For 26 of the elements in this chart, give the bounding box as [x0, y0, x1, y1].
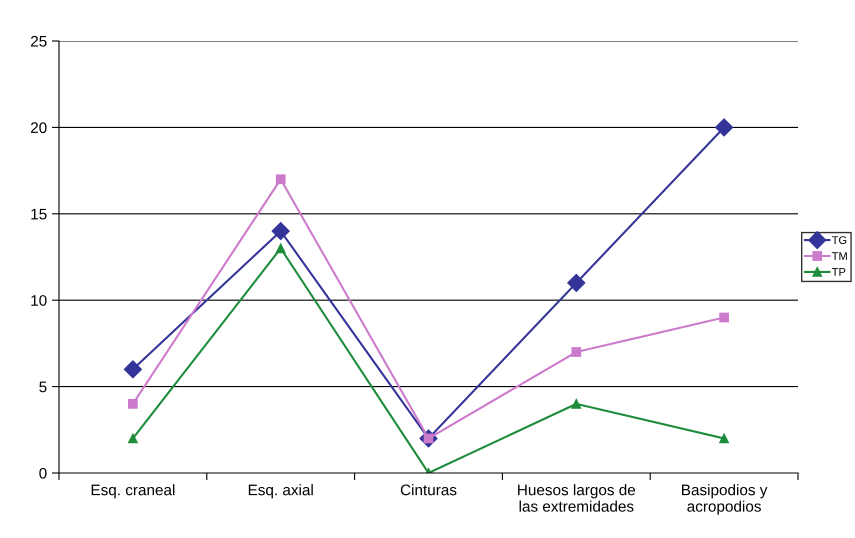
- x-tick-label: Esq. axial: [248, 484, 313, 498]
- x-tick-label: Esq. craneal: [92, 484, 174, 498]
- y-tick-label: 5: [39, 382, 47, 392]
- point: [276, 174, 286, 184]
- legend-label: TM: [832, 252, 847, 260]
- y-tick-label: 25: [30, 36, 47, 47]
- point: [276, 244, 286, 254]
- y-tick-label: 20: [30, 122, 47, 134]
- x-tick-label: Cinturas: [400, 484, 456, 496]
- x-tick-label: Huesos largos de las extremidades: [518, 484, 636, 512]
- point: [128, 434, 138, 444]
- y-tick-label: 15: [31, 208, 47, 220]
- point: [719, 434, 729, 444]
- legend-label: TG: [832, 236, 846, 244]
- y-tick-label: 0: [39, 468, 47, 479]
- x-tick-label: Basipodios y acropodios: [682, 484, 768, 515]
- point: [567, 274, 586, 292]
- legend-label: TP: [832, 268, 846, 276]
- point: [128, 399, 138, 409]
- point: [715, 118, 734, 136]
- point: [571, 347, 582, 357]
- point: [272, 222, 290, 240]
- point: [571, 399, 582, 409]
- y-tick-label: 10: [31, 295, 47, 306]
- point: [719, 312, 729, 322]
- point: [124, 360, 142, 378]
